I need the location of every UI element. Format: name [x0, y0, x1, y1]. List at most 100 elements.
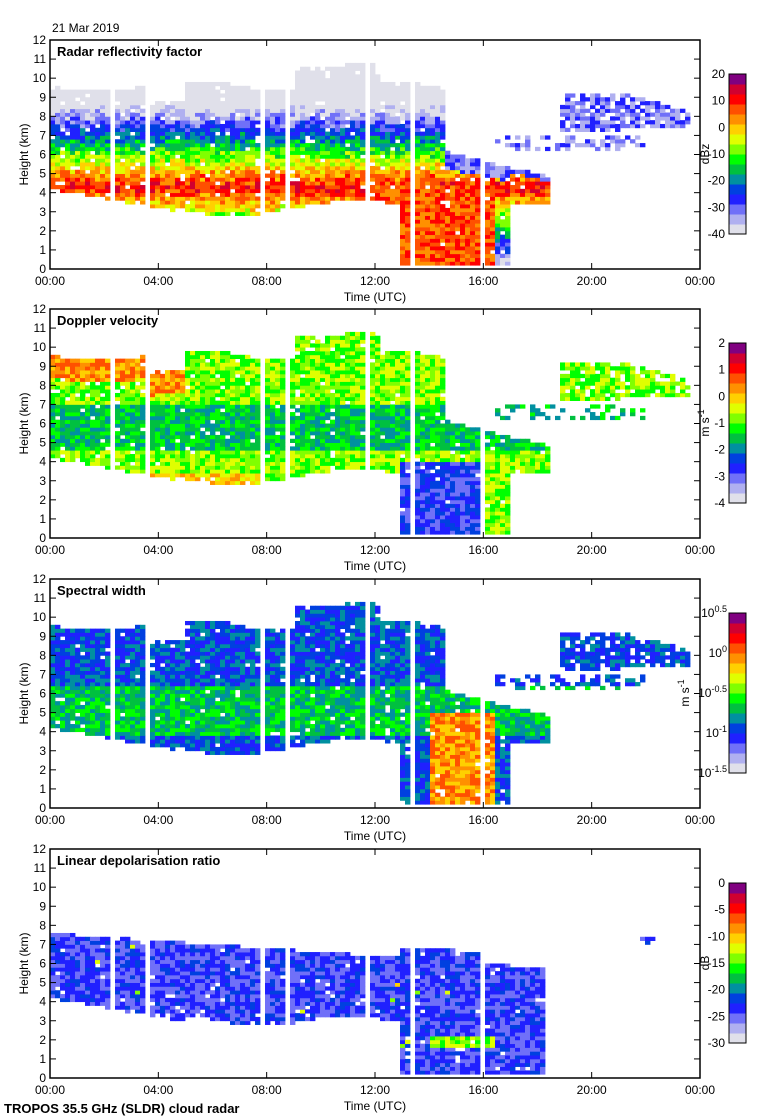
heatmap-cell [350, 81, 356, 87]
heatmap-cell [395, 450, 401, 455]
heatmap-cell [420, 116, 426, 121]
heatmap-cell [85, 131, 91, 136]
heatmap-cell [425, 261, 431, 266]
heatmap-cell [355, 454, 361, 459]
heatmap-cell [165, 120, 171, 125]
heatmap-cell [420, 188, 426, 194]
heatmap-cell [310, 143, 316, 148]
heatmap-cell [685, 120, 691, 125]
heatmap-cell [220, 200, 226, 205]
heatmap-cell [105, 434, 111, 440]
heatmap-cell [205, 377, 211, 382]
heatmap-cell [605, 123, 611, 129]
heatmap-cell [255, 97, 261, 102]
heatmap-cell [85, 400, 91, 405]
colorbar-swatch [729, 184, 746, 195]
heatmap-cell [305, 108, 311, 113]
heatmap-cell [190, 385, 196, 390]
heatmap-cell [130, 362, 136, 367]
heatmap-cell [250, 412, 256, 417]
heatmap-cell [305, 442, 311, 447]
heatmap-cell [160, 196, 166, 201]
heatmap-cell [95, 181, 101, 186]
heatmap-cell [205, 423, 211, 428]
heatmap-cell [305, 192, 311, 197]
heatmap-cell [600, 108, 606, 113]
heatmap-cell [310, 438, 316, 443]
heatmap-cell [330, 169, 336, 174]
heatmap-cell [380, 400, 386, 405]
heatmap-cell [160, 173, 166, 178]
heatmap-cell [95, 438, 101, 443]
heatmap-cell [230, 173, 236, 178]
heatmap-cell [275, 450, 281, 455]
heatmap-cell [155, 400, 161, 405]
heatmap-cell [405, 192, 411, 197]
heatmap-cell [55, 427, 61, 432]
heatmap-cell [200, 423, 206, 428]
heatmap-cell [125, 181, 131, 186]
heatmap-cell [295, 116, 301, 121]
heatmap-cell [75, 135, 81, 140]
heatmap-cell [375, 78, 381, 83]
heatmap-cell [625, 123, 631, 129]
heatmap-cell [180, 185, 186, 190]
heatmap-cell [70, 123, 76, 129]
heatmap-cell [160, 473, 166, 478]
heatmap-cell [100, 139, 106, 144]
heatmap-cell [275, 93, 281, 98]
heatmap-cell [195, 85, 201, 91]
heatmap-cell [150, 123, 156, 129]
heatmap-cell [60, 442, 66, 447]
heatmap-cell [80, 112, 86, 117]
heatmap-cell [225, 461, 231, 466]
heatmap-cell [455, 215, 461, 220]
heatmap-cell [335, 431, 341, 436]
heatmap-cell [405, 158, 411, 163]
heatmap-cell [585, 123, 591, 129]
heatmap-cell [185, 158, 191, 163]
heatmap-cell [360, 108, 366, 113]
heatmap-cell [475, 181, 481, 186]
heatmap-cell [315, 350, 321, 356]
heatmap-cell [470, 219, 476, 224]
heatmap-cell [370, 158, 376, 163]
heatmap-cell [90, 454, 96, 459]
heatmap-cell [240, 135, 246, 140]
heatmap-cell [305, 392, 311, 398]
heatmap-cell [95, 423, 101, 428]
heatmap-cell [450, 177, 456, 182]
heatmap-cell [400, 230, 406, 236]
heatmap-cell [60, 120, 66, 125]
heatmap-cell [55, 169, 61, 174]
heatmap-cell [540, 177, 546, 182]
heatmap-cell [300, 162, 306, 167]
heatmap-cell [250, 389, 256, 394]
heatmap-cell [250, 461, 256, 466]
heatmap-cell [340, 427, 346, 432]
heatmap-cell [70, 131, 76, 136]
heatmap-cell [610, 135, 616, 140]
heatmap-cell [330, 196, 336, 201]
heatmap-cell [220, 412, 226, 417]
heatmap-cell [190, 85, 196, 91]
heatmap-cell [340, 415, 346, 421]
heatmap-cell [425, 135, 431, 140]
heatmap-cell [55, 423, 61, 428]
heatmap-cell [240, 408, 246, 413]
heatmap-cell [340, 419, 346, 424]
heatmap-cell [290, 181, 296, 186]
heatmap-cell [325, 457, 331, 463]
heatmap-cell [60, 362, 66, 367]
heatmap-cell [125, 165, 131, 171]
heatmap-cell [440, 131, 446, 136]
heatmap-cell [405, 238, 411, 243]
heatmap-cell [540, 192, 546, 197]
heatmap-cell [90, 123, 96, 129]
heatmap-cell [505, 169, 511, 174]
heatmap-cell [140, 101, 146, 106]
heatmap-cell [305, 350, 311, 356]
heatmap-cell [315, 354, 321, 360]
colorbar-swatch [729, 134, 746, 145]
heatmap-cell [215, 419, 221, 424]
